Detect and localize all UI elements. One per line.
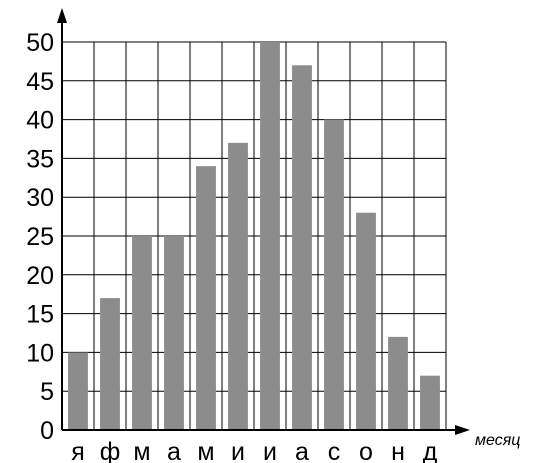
bar [164, 236, 184, 430]
x-category-label: а [167, 438, 181, 463]
y-tick-label: 15 [26, 301, 54, 329]
x-axis-title: месяц [475, 432, 520, 449]
bar [356, 212, 376, 430]
x-category-label: а [295, 438, 309, 463]
x-category-label: я [71, 438, 85, 463]
y-tick-label: 20 [26, 262, 54, 290]
bar [196, 166, 216, 430]
chart-axes [57, 8, 470, 435]
x-category-label: с [328, 438, 341, 463]
bar [388, 336, 408, 430]
bar [228, 142, 248, 430]
x-category-label: д [423, 438, 438, 463]
x-category-label: о [359, 438, 373, 463]
x-category-label: м [197, 438, 214, 463]
bar [420, 375, 440, 430]
y-tick-label: 0 [40, 417, 54, 445]
y-tick-label: 35 [26, 145, 54, 173]
bar [68, 352, 88, 430]
x-category-label: и [231, 438, 245, 463]
x-category-label: м [133, 438, 150, 463]
y-tick-label: 5 [40, 378, 54, 406]
y-tick-label: 30 [26, 184, 54, 212]
y-tick-labels: 0 5 10 15 20 25 30 35 40 45 50 [26, 29, 54, 445]
x-category-label: н [391, 438, 405, 463]
x-axis-arrow [455, 425, 470, 435]
bar [324, 119, 344, 430]
y-tick-label: 50 [26, 29, 54, 57]
y-tick-label: 40 [26, 107, 54, 135]
bar [100, 298, 120, 430]
x-category-label: ф [100, 438, 121, 463]
y-tick-label: 10 [26, 339, 54, 367]
bar [260, 42, 280, 430]
chart-grid [62, 41, 447, 430]
x-category-label: и [263, 438, 277, 463]
bar [132, 236, 152, 430]
y-tick-label: 25 [26, 223, 54, 251]
chart-bars [68, 42, 440, 430]
y-axis-arrow [57, 8, 67, 23]
y-tick-label: 45 [26, 68, 54, 96]
bar [292, 65, 312, 430]
